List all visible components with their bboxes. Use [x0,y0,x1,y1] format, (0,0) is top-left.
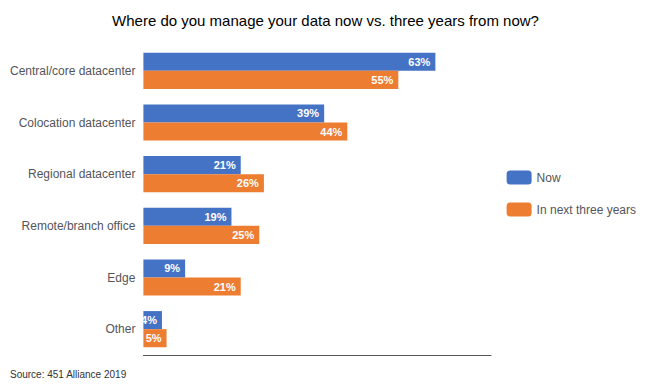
svg-text:19%: 19% [204,211,226,223]
svg-text:4%: 4% [141,314,157,326]
svg-text:Source: 451 Alliance 2019: Source: 451 Alliance 2019 [10,369,127,380]
svg-text:9%: 9% [164,262,180,274]
svg-text:21%: 21% [214,159,236,171]
svg-text:Central/core datacenter: Central/core datacenter [10,64,135,78]
svg-text:Other: Other [105,322,135,336]
svg-text:Edge: Edge [107,271,135,285]
svg-text:Where do you manage your data: Where do you manage your data now vs. th… [112,12,539,29]
svg-text:39%: 39% [297,107,319,119]
svg-text:Now: Now [537,171,561,185]
svg-text:63%: 63% [408,56,430,68]
svg-text:5%: 5% [146,332,162,344]
svg-text:55%: 55% [371,74,393,86]
svg-text:26%: 26% [237,177,259,189]
svg-text:In next three years: In next three years [537,203,636,217]
svg-text:25%: 25% [232,229,254,241]
svg-text:44%: 44% [320,126,342,138]
svg-text:21%: 21% [214,281,236,293]
svg-text:Regional datacenter: Regional datacenter [28,167,135,181]
svg-text:Colocation datacenter: Colocation datacenter [19,116,136,130]
svg-text:Remote/branch office: Remote/branch office [22,219,136,233]
